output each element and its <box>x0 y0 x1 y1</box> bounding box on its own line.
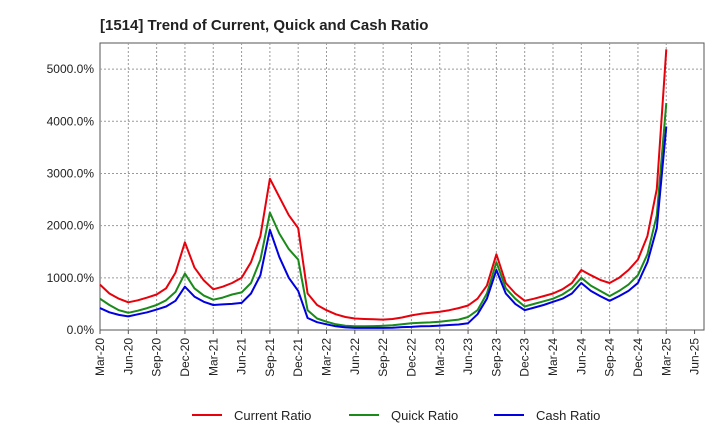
x-tick-label: Dec-23 <box>518 338 532 377</box>
x-tick-label: Sep-24 <box>603 338 617 377</box>
legend-label-2: Quick Ratio <box>391 408 458 423</box>
legend-label-1: Current Ratio <box>234 408 311 423</box>
x-tick-label: Mar-21 <box>206 338 220 376</box>
y-tick-label: 4000.0% <box>47 114 95 128</box>
x-tick-label: Jun-25 <box>688 338 702 375</box>
series-layer <box>99 49 668 329</box>
x-tick-label: Dec-21 <box>291 338 305 377</box>
x-tick-label: Jun-20 <box>121 338 135 375</box>
x-tick-label: Mar-24 <box>546 338 560 376</box>
series-line-1 <box>99 49 668 321</box>
y-tick-label: 2000.0% <box>47 219 95 233</box>
axis-layer: 0.0% 1000.0% 2000.0% 3000.0% 4000.0% 5000.0% M… <box>47 62 702 377</box>
legend: Current Ratio Quick Ratio Cash Ratio <box>192 408 600 423</box>
x-tick-label: Jun-22 <box>348 338 362 375</box>
x-tick-label: Mar-23 <box>433 338 447 376</box>
x-tick-label: Mar-25 <box>659 338 673 376</box>
x-tick-label: Jun-21 <box>235 338 249 375</box>
legend-label-3: Cash Ratio <box>536 408 600 423</box>
series-line-2 <box>99 102 668 328</box>
y-tick-label: 0.0% <box>67 323 95 337</box>
chart-title: [1514] Trend of Current, Quick and Cash … <box>100 17 428 34</box>
x-tick-label: Sep-21 <box>263 338 277 377</box>
x-tick-label: Jun-24 <box>574 338 588 375</box>
x-tick-label: Dec-20 <box>178 338 192 377</box>
x-tick-label: Dec-22 <box>404 338 418 377</box>
y-tick-label: 1000.0% <box>47 271 95 285</box>
plot-frame <box>99 42 705 331</box>
series-line-3 <box>99 126 668 329</box>
x-tick-label: Sep-22 <box>376 338 390 377</box>
x-tick-label: Sep-23 <box>489 338 503 377</box>
y-tick-label: 3000.0% <box>47 166 95 180</box>
x-tick-label: Dec-24 <box>631 338 645 377</box>
y-tick-label: 5000.0% <box>47 62 95 76</box>
x-tick-label: Sep-20 <box>150 338 164 377</box>
x-tick-label: Mar-20 <box>93 338 107 376</box>
grid-layer <box>99 42 705 331</box>
x-tick-label: Mar-22 <box>320 338 334 376</box>
x-tick-label: Jun-23 <box>461 338 475 375</box>
